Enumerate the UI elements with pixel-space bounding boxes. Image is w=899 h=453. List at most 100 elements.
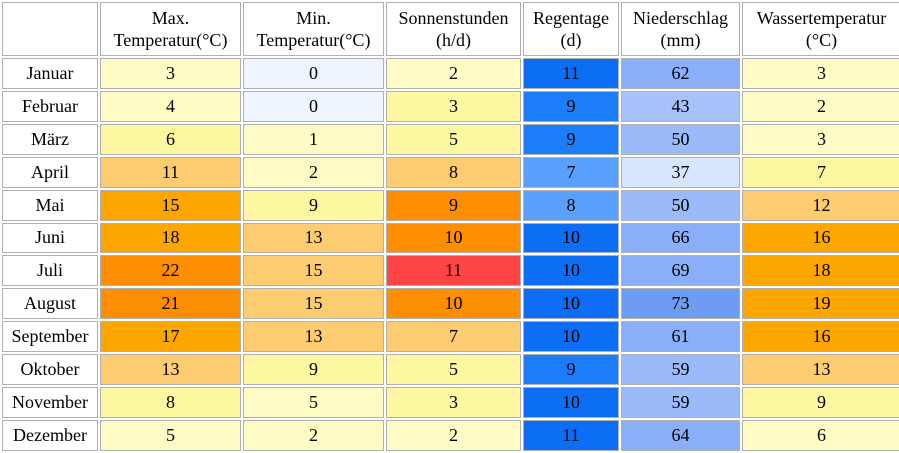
- table-row: April 11 2 8 7 37 7: [2, 156, 899, 188]
- rain-days-cell: 10: [523, 387, 619, 418]
- water-temp-cell: 19: [742, 288, 899, 320]
- rain-days-cell: 10: [523, 288, 619, 320]
- sunshine-cell: 5: [386, 354, 521, 386]
- table-row: Juli 22 15 11 10 69 18: [2, 255, 899, 287]
- min-temp-cell: 9: [243, 354, 384, 386]
- rain-days-cell: 9: [523, 90, 619, 122]
- min-temp-cell: 9: [243, 189, 384, 221]
- table-row: März 6 1 5 9 50 3: [2, 123, 899, 155]
- precipitation-cell: 43: [621, 90, 740, 122]
- sunshine-cell: 9: [386, 189, 521, 221]
- table-body: Januar 3 0 2 11 62 3 Februar 4 0 3 9 43 2 März 6 1 5 9 50 3 A…: [2, 58, 899, 451]
- max-temp-cell: 5: [100, 419, 241, 451]
- water-temp-cell: 3: [742, 123, 899, 155]
- rain-days-cell: 10: [523, 222, 619, 254]
- month-label: September: [2, 321, 98, 353]
- month-label: Juli: [2, 255, 98, 287]
- max-temp-cell: 6: [100, 123, 241, 155]
- min-temp-cell: 15: [243, 288, 384, 320]
- water-temp-cell: 3: [742, 58, 899, 89]
- min-temp-cell: 2: [243, 156, 384, 188]
- rain-days-cell: 10: [523, 321, 619, 353]
- water-temp-cell: 12: [742, 189, 899, 221]
- precipitation-cell: 50: [621, 189, 740, 221]
- min-temp-cell: 1: [243, 123, 384, 155]
- corner-cell: [2, 2, 98, 56]
- col-header-precipitation: Niederschlag (mm): [621, 2, 740, 56]
- precipitation-cell: 69: [621, 255, 740, 287]
- water-temp-cell: 16: [742, 321, 899, 353]
- sunshine-cell: 10: [386, 222, 521, 254]
- month-label: Juni: [2, 222, 98, 254]
- table-row: Mai 15 9 9 8 50 12: [2, 189, 899, 221]
- max-temp-cell: 22: [100, 255, 241, 287]
- col-header-max-temp: Max. Temperatur(°C): [100, 2, 241, 56]
- max-temp-cell: 3: [100, 58, 241, 89]
- min-temp-cell: 13: [243, 321, 384, 353]
- month-label: Oktober: [2, 354, 98, 386]
- max-temp-cell: 11: [100, 156, 241, 188]
- precipitation-cell: 59: [621, 387, 740, 418]
- sunshine-cell: 3: [386, 90, 521, 122]
- max-temp-cell: 21: [100, 288, 241, 320]
- month-label: April: [2, 156, 98, 188]
- water-temp-cell: 13: [742, 354, 899, 386]
- water-temp-cell: 9: [742, 387, 899, 418]
- rain-days-cell: 9: [523, 354, 619, 386]
- table-row: November 8 5 3 10 59 9: [2, 387, 899, 418]
- table-row: Januar 3 0 2 11 62 3: [2, 58, 899, 89]
- table-row: September 17 13 7 10 61 16: [2, 321, 899, 353]
- sunshine-cell: 2: [386, 419, 521, 451]
- water-temp-cell: 16: [742, 222, 899, 254]
- min-temp-cell: 0: [243, 90, 384, 122]
- col-header-sunshine: Sonnenstunden (h/d): [386, 2, 521, 56]
- min-temp-cell: 5: [243, 387, 384, 418]
- rain-days-cell: 9: [523, 123, 619, 155]
- max-temp-cell: 13: [100, 354, 241, 386]
- col-header-rain-days: Regentage (d): [523, 2, 619, 56]
- max-temp-cell: 15: [100, 189, 241, 221]
- max-temp-cell: 17: [100, 321, 241, 353]
- sunshine-cell: 7: [386, 321, 521, 353]
- max-temp-cell: 8: [100, 387, 241, 418]
- water-temp-cell: 6: [742, 419, 899, 451]
- precipitation-cell: 37: [621, 156, 740, 188]
- precipitation-cell: 64: [621, 419, 740, 451]
- precipitation-cell: 50: [621, 123, 740, 155]
- sunshine-cell: 8: [386, 156, 521, 188]
- sunshine-cell: 2: [386, 58, 521, 89]
- rain-days-cell: 10: [523, 255, 619, 287]
- month-label: Januar: [2, 58, 98, 89]
- month-label: Februar: [2, 90, 98, 122]
- col-header-min-temp: Min. Temperatur(°C): [243, 2, 384, 56]
- rain-days-cell: 8: [523, 189, 619, 221]
- max-temp-cell: 18: [100, 222, 241, 254]
- water-temp-cell: 2: [742, 90, 899, 122]
- rain-days-cell: 11: [523, 58, 619, 89]
- precipitation-cell: 66: [621, 222, 740, 254]
- month-label: Dezember: [2, 419, 98, 451]
- precipitation-cell: 59: [621, 354, 740, 386]
- min-temp-cell: 2: [243, 419, 384, 451]
- rain-days-cell: 11: [523, 419, 619, 451]
- precipitation-cell: 61: [621, 321, 740, 353]
- month-label: März: [2, 123, 98, 155]
- header-row: Max. Temperatur(°C) Min. Temperatur(°C) So…: [2, 2, 899, 56]
- table-row: Juni 18 13 10 10 66 16: [2, 222, 899, 254]
- table-row: Februar 4 0 3 9 43 2: [2, 90, 899, 122]
- precipitation-cell: 73: [621, 288, 740, 320]
- sunshine-cell: 11: [386, 255, 521, 287]
- sunshine-cell: 3: [386, 387, 521, 418]
- table-row: Dezember 5 2 2 11 64 6: [2, 419, 899, 451]
- sunshine-cell: 10: [386, 288, 521, 320]
- table-row: Oktober 13 9 5 9 59 13: [2, 354, 899, 386]
- rain-days-cell: 7: [523, 156, 619, 188]
- precipitation-cell: 62: [621, 58, 740, 89]
- min-temp-cell: 15: [243, 255, 384, 287]
- col-header-water-temp: Wassertemperatur (°C): [742, 2, 899, 56]
- water-temp-cell: 18: [742, 255, 899, 287]
- min-temp-cell: 13: [243, 222, 384, 254]
- min-temp-cell: 0: [243, 58, 384, 89]
- sunshine-cell: 5: [386, 123, 521, 155]
